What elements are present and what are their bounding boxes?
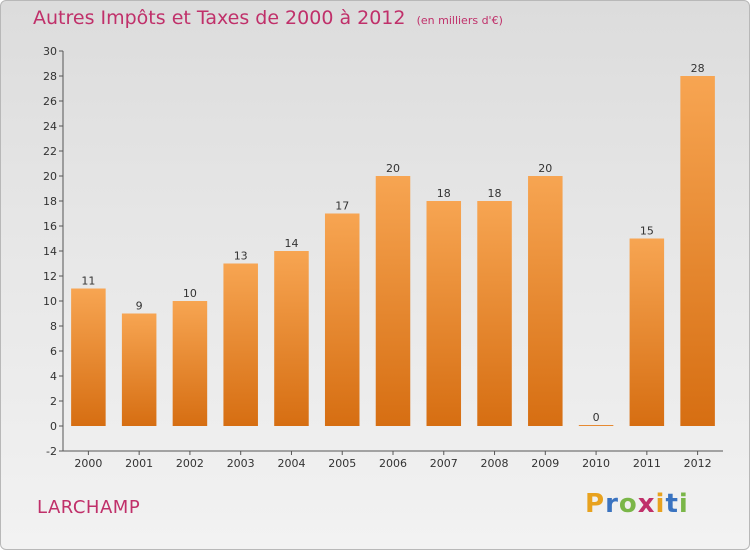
bar bbox=[680, 76, 715, 426]
logo-letter: x bbox=[637, 489, 656, 519]
x-tick-label: 2000 bbox=[74, 457, 102, 470]
bar-value-label: 0 bbox=[593, 411, 600, 424]
y-tick-label: 22 bbox=[43, 145, 57, 158]
bar-value-label: 11 bbox=[81, 275, 95, 288]
x-tick-label: 2008 bbox=[481, 457, 509, 470]
bar bbox=[477, 201, 512, 426]
chart-title-group: Autres Impôts et Taxes de 2000 à 2012 (e… bbox=[33, 7, 503, 29]
chart-title: Autres Impôts et Taxes de 2000 à 2012 bbox=[33, 7, 406, 29]
bar bbox=[629, 238, 665, 426]
bar-value-label: 18 bbox=[488, 187, 502, 200]
y-tick-label: 26 bbox=[43, 95, 57, 108]
y-tick-label: 30 bbox=[43, 45, 57, 58]
x-tick-label: 2001 bbox=[125, 457, 153, 470]
bar-value-label: 9 bbox=[136, 300, 143, 313]
bar-value-label: 10 bbox=[183, 287, 197, 300]
bar bbox=[121, 313, 157, 426]
x-tick-label: 2004 bbox=[277, 457, 305, 470]
bar-value-label: 13 bbox=[234, 250, 248, 263]
bar-value-label: 20 bbox=[538, 162, 552, 175]
y-tick-label: 12 bbox=[43, 270, 57, 283]
bar bbox=[578, 425, 614, 426]
y-tick-label: 18 bbox=[43, 195, 57, 208]
y-tick-label: 10 bbox=[43, 295, 57, 308]
x-tick-label: 2010 bbox=[582, 457, 610, 470]
logo-letter: r bbox=[605, 489, 619, 519]
bar bbox=[375, 176, 411, 426]
x-tick-label: 2012 bbox=[684, 457, 712, 470]
bar-value-label: 20 bbox=[386, 162, 400, 175]
bar bbox=[528, 176, 563, 426]
y-tick-label: 28 bbox=[43, 70, 57, 83]
x-tick-label: 2006 bbox=[379, 457, 407, 470]
x-tick-label: 2007 bbox=[430, 457, 458, 470]
bar bbox=[71, 288, 106, 426]
x-tick-label: 2005 bbox=[328, 457, 356, 470]
bar bbox=[223, 263, 258, 426]
y-tick-label: 6 bbox=[50, 345, 57, 358]
logo-letter: P bbox=[585, 489, 606, 519]
logo-letter: t bbox=[665, 489, 679, 519]
bar-value-label: 18 bbox=[437, 187, 451, 200]
y-tick-label: 16 bbox=[43, 220, 57, 233]
x-tick-label: 2011 bbox=[633, 457, 661, 470]
bar-value-label: 14 bbox=[284, 237, 298, 250]
y-tick-label: 14 bbox=[43, 245, 57, 258]
y-tick-label: 8 bbox=[50, 320, 57, 333]
y-tick-label: 2 bbox=[50, 395, 57, 408]
logo-letter: i bbox=[655, 489, 666, 519]
proxiti-logo: Proxiti bbox=[585, 489, 689, 519]
y-tick-label: 20 bbox=[43, 170, 57, 183]
y-tick-label: 4 bbox=[50, 370, 57, 383]
bar bbox=[274, 251, 309, 426]
bar bbox=[426, 201, 462, 426]
bar-value-label: 28 bbox=[691, 62, 705, 75]
logo-letter: o bbox=[618, 489, 638, 519]
bar bbox=[172, 301, 208, 426]
city-name: LARCHAMP bbox=[37, 497, 141, 518]
y-tick-label: -2 bbox=[46, 445, 57, 458]
x-tick-label: 2002 bbox=[176, 457, 204, 470]
logo-letter: i bbox=[678, 489, 689, 519]
x-tick-label: 2009 bbox=[531, 457, 559, 470]
bar-value-label: 15 bbox=[640, 225, 654, 238]
x-tick-label: 2003 bbox=[227, 457, 255, 470]
bar-value-label: 17 bbox=[335, 200, 349, 213]
bar bbox=[324, 213, 360, 426]
y-tick-label: 0 bbox=[50, 420, 57, 433]
chart-subtitle: (en milliers d'€) bbox=[416, 14, 503, 27]
y-tick-label: 24 bbox=[43, 120, 57, 133]
